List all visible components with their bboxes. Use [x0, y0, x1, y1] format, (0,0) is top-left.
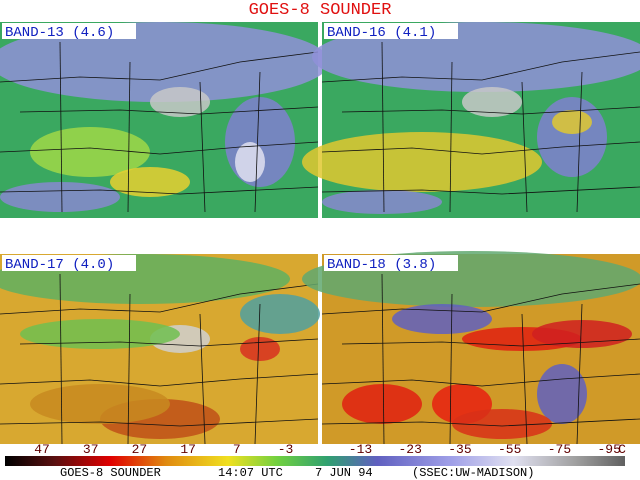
satellite-panel: BAND-18 (3.8)	[302, 251, 640, 445]
cloud-region	[30, 127, 150, 177]
cloud-region	[150, 87, 210, 117]
state-boundary	[254, 303, 261, 445]
panel-label: BAND-18 (3.8)	[327, 257, 436, 273]
cloud-region	[235, 142, 265, 182]
colorbar-unit: C	[618, 442, 626, 457]
state-boundary	[321, 373, 640, 387]
state-boundary	[521, 81, 528, 213]
state-boundary	[321, 141, 640, 155]
colorbar-label: -75	[548, 442, 571, 457]
colorbar-label: -3	[278, 442, 294, 457]
footer: GOES-8 SOUNDER 14:07 UTC 7 JUN 94 (SSEC:…	[60, 466, 534, 480]
state-boundary	[321, 51, 640, 83]
state-boundary	[321, 186, 640, 195]
panel-label-background	[324, 255, 458, 271]
panel-label: BAND-16 (4.1)	[327, 25, 436, 41]
state-boundary	[576, 303, 583, 445]
cloud-region	[532, 320, 632, 348]
state-boundary	[576, 71, 583, 213]
state-boundary	[127, 61, 131, 213]
state-boundary	[59, 273, 63, 445]
state-boundary	[321, 418, 640, 427]
footer-source: (SSEC:UW-MADISON)	[412, 466, 534, 480]
state-boundary	[449, 61, 453, 213]
title: GOES-8 SOUNDER	[249, 1, 392, 20]
cloud-region	[322, 190, 442, 214]
state-boundary	[449, 293, 453, 445]
state-boundary	[521, 313, 528, 445]
state-boundary	[0, 418, 319, 427]
panel-label-background	[2, 255, 136, 271]
colorbar-label: -13	[349, 442, 372, 457]
state-boundary	[0, 283, 319, 315]
colorbar-label: -23	[399, 442, 422, 457]
satellite-panel: BAND-17 (4.0)	[0, 254, 320, 445]
cloud-region	[20, 319, 180, 349]
cloud-region	[0, 22, 330, 102]
state-boundary	[381, 41, 385, 213]
colorbar-label: 47	[34, 442, 50, 457]
colorbar-labels: 47 37 27 17 7 -3 -13 -23 -35 -55 -75 -95	[34, 442, 621, 457]
satellite-panel: BAND-13 (4.6)	[0, 22, 330, 218]
cloud-region	[537, 364, 587, 424]
cloud-region	[537, 97, 607, 177]
cloud-region	[240, 337, 280, 361]
colorbar: 47 37 27 17 7 -3 -13 -23 -35 -55 -75 -95 C	[5, 442, 626, 466]
cloud-region	[392, 304, 492, 334]
state-boundary	[199, 313, 206, 445]
colorbar-gradient	[5, 456, 625, 466]
colorbar-label: -55	[498, 442, 521, 457]
state-boundary	[254, 71, 261, 213]
cloud-region	[240, 294, 320, 334]
state-boundary	[0, 141, 319, 155]
panel-label: BAND-13 (4.6)	[5, 25, 114, 41]
footer-time: 14:07 UTC	[218, 466, 283, 480]
panel-label-background	[324, 23, 458, 39]
colorbar-label: 37	[83, 442, 99, 457]
state-boundary	[127, 293, 131, 445]
cloud-region	[462, 87, 522, 117]
state-boundary	[59, 41, 63, 213]
state-boundary	[321, 283, 640, 315]
panels: BAND-13 (4.6) BAND-16 (4.1) BAND-17 (4.0) B…	[0, 22, 640, 445]
state-boundary	[0, 373, 319, 387]
colorbar-label: 7	[233, 442, 241, 457]
state-boundary	[199, 81, 206, 213]
satellite-panel: BAND-16 (4.1)	[302, 22, 640, 218]
cloud-region	[312, 22, 640, 92]
panel-label-background	[2, 23, 136, 39]
footer-satellite: GOES-8 SOUNDER	[60, 466, 161, 480]
cloud-region	[552, 110, 592, 134]
footer-date: 7 JUN 94	[315, 466, 373, 480]
cloud-region	[0, 182, 120, 212]
colorbar-label: 27	[132, 442, 148, 457]
colorbar-label: 17	[180, 442, 196, 457]
state-boundary	[0, 51, 319, 83]
cloud-region	[302, 132, 542, 192]
state-boundary	[0, 186, 319, 195]
cloud-region	[452, 409, 552, 439]
state-boundary	[381, 273, 385, 445]
colorbar-label: -95	[597, 442, 620, 457]
cloud-region	[342, 384, 422, 424]
panel-label: BAND-17 (4.0)	[5, 257, 114, 273]
colorbar-label: -35	[448, 442, 471, 457]
cloud-region	[110, 167, 190, 197]
cloud-region	[30, 384, 170, 424]
